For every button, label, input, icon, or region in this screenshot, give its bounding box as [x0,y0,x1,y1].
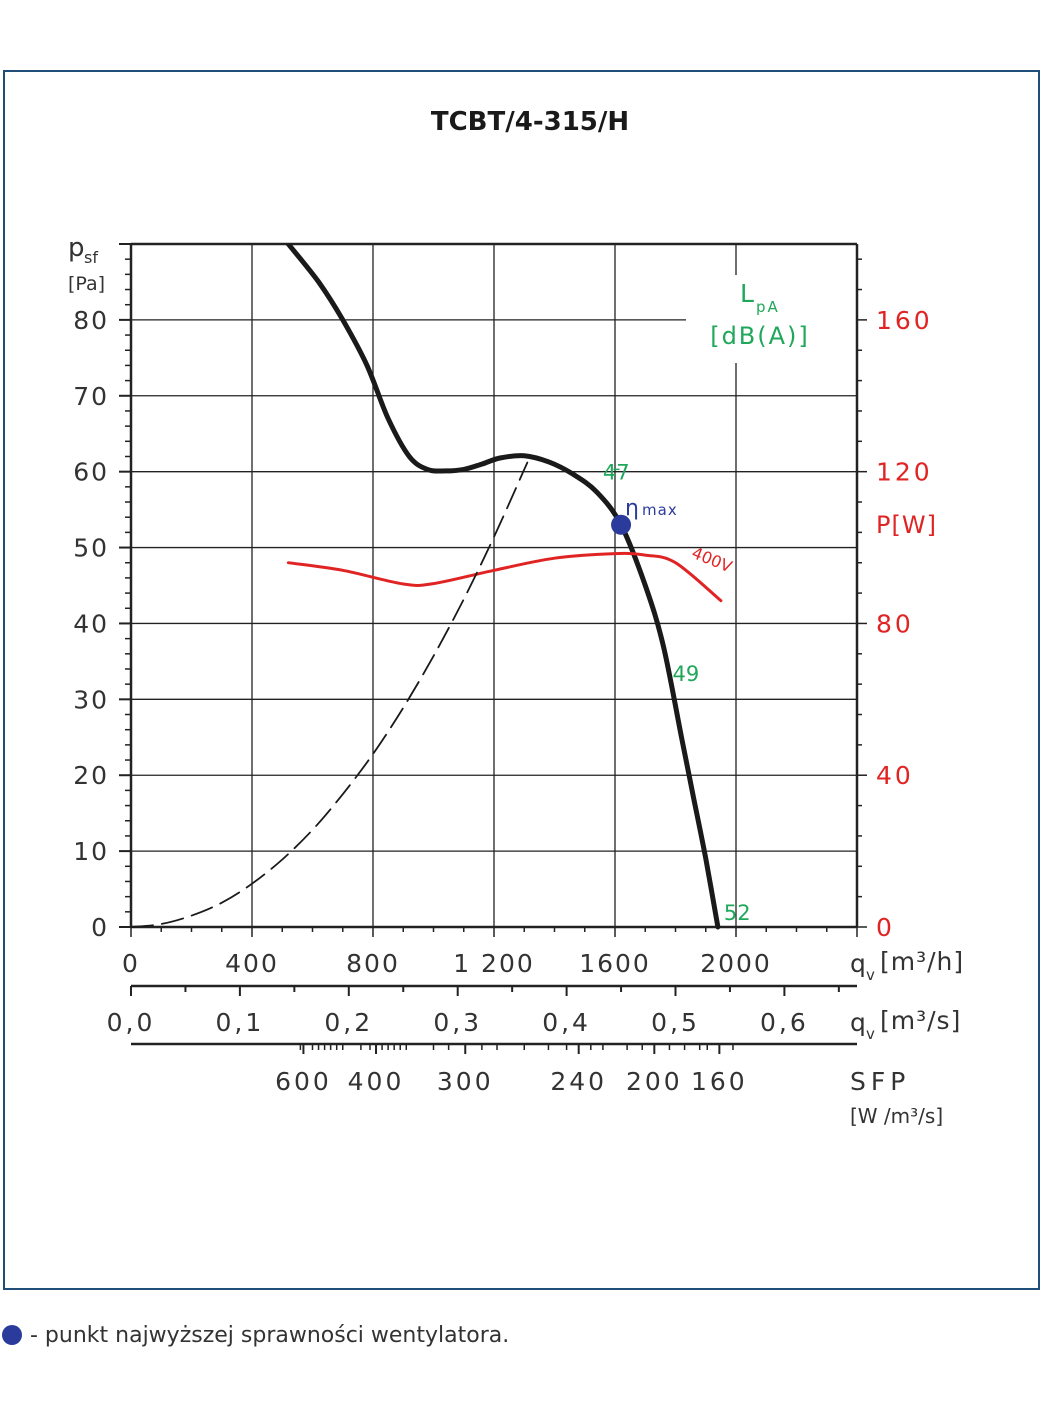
eta-max-label: η [625,496,639,521]
x2-tick-label: 0,4 [542,1008,591,1037]
x-axis-unit: [m³/h] [880,947,964,976]
x2-tick-label: 0,1 [216,1008,265,1037]
y-axis-label-sub: sf [84,248,98,267]
x-axis-label: q [850,949,866,978]
y-axis-label: p [68,233,85,263]
y-tick-label: 60 [73,458,109,487]
x2-axis-unit: [m³/s] [880,1006,961,1035]
lpa-label: L [740,279,754,308]
eta-max-legend-dot [2,1325,22,1345]
chart-title: TCBT/4-315/H [431,107,629,137]
sfp-axis-label: SFP [850,1067,910,1096]
power-tick-label: 160 [876,306,933,335]
x-tick-label: 800 [346,949,400,978]
series-400V [286,551,723,603]
x-tick-label: 400 [225,949,279,978]
y-axis-unit: [Pa] [68,273,105,295]
y-tick-label: 0 [91,913,109,942]
eta-max-point [611,514,632,535]
power-tick-label: 40 [876,761,914,790]
x2-tick-label: 0,6 [760,1008,809,1037]
y-tick-label: 30 [73,685,109,714]
lpa-point-label: 47 [603,461,630,485]
y-tick-label: 40 [73,609,109,638]
x2-tick-label: 0,3 [433,1008,482,1037]
eta-max-label-sub: max [642,501,678,519]
sfp-tick-label: 200 [626,1067,683,1096]
legend: - punkt najwyższej sprawności wentylator… [0,1318,509,1352]
power-tick-label: 0 [876,913,895,942]
series-fan-curve [285,244,721,930]
x2-tick-label: 0,2 [324,1008,373,1037]
chart-frame [3,70,1040,1290]
lpa-unit: [dB(A)] [710,322,810,350]
y-tick-label: 80 [73,306,109,335]
x-tick-label: 1600 [579,949,651,978]
sfp-tick-label: 400 [348,1067,405,1096]
lpa-label-background [686,275,856,363]
series-system-curve [131,461,529,928]
sfp-tick-label: 600 [275,1067,332,1096]
y-tick-label: 70 [73,382,109,411]
sfp-tick-label: 240 [550,1067,607,1096]
x2-axis-label: q [850,1008,866,1037]
x-axis-label-sub: v [866,966,875,984]
sfp-axis-unit: [W /m³/s] [850,1104,943,1128]
x2-tick-label: 0,5 [651,1008,700,1037]
x2-axis-label-sub: v [866,1025,875,1043]
y-tick-label: 10 [73,837,109,866]
power-axis-label: P[W] [876,511,937,539]
power-tick-label: 80 [876,609,914,638]
power-tick-label: 120 [876,458,933,487]
legend-text: - punkt najwyższej sprawności wentylator… [30,1322,510,1348]
x-tick-label: 1 200 [453,949,535,978]
y-tick-label: 20 [73,761,109,790]
lpa-point-label: 49 [672,662,699,686]
lpa-label-sub: pA [756,298,780,316]
lpa-point-label: 52 [724,901,751,925]
sfp-tick-label: 300 [437,1067,494,1096]
sfp-tick-label: 160 [691,1067,748,1096]
x-tick-label: 2000 [700,949,772,978]
y-tick-label: 50 [73,534,109,563]
x-tick-label: 0 [122,949,140,978]
x2-tick-label: 0,0 [107,1008,156,1037]
